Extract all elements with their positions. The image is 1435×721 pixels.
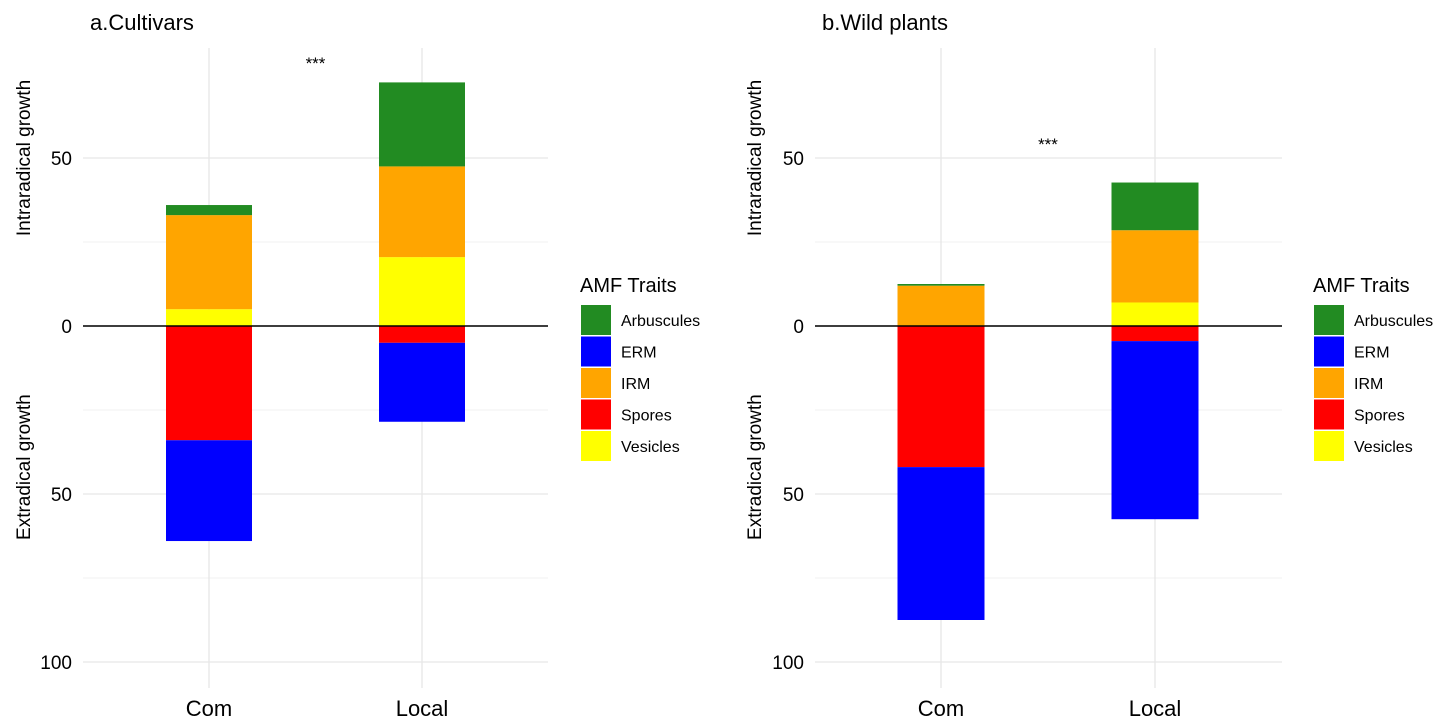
chart-title: a.Cultivars [90,10,194,35]
bar-segment-spores-com [897,326,985,468]
legend-title: AMF Traits [580,275,677,297]
y-axis-label-upper: Intraradical growth [745,80,766,236]
legend-label-arbuscules: Arbuscules [1354,313,1433,330]
y-axis-label-lower: Extradical growth [14,394,35,540]
significance-annotation: *** [306,54,326,73]
bar-segment-spores-local [379,326,465,343]
legend-swatch-vesicles [1314,431,1344,461]
bar-segment-irm-com [166,215,252,310]
bar-segment-irm-local [1111,230,1199,303]
bar-segment-vesicles-com [166,309,252,326]
bar-segment-erm-local [379,342,465,422]
bar-segment-arbuscules-local [379,82,465,167]
legend-swatch-spores [581,399,611,430]
significance-annotation: *** [1038,135,1058,154]
bar-segment-vesicles-local [379,257,465,326]
legend: AMF Traits Arbuscules ERM IRM Spores Vesicles [580,275,700,461]
y-tick-label: 50 [783,485,804,506]
y-tick-label: 50 [783,149,804,170]
bar-segment-erm-local [1111,341,1199,520]
legend: AMF Traits Arbuscules ERM IRM Spores Vesicles [1313,275,1433,461]
x-tick-label: Local [1129,696,1182,721]
bar-segment-irm-local [379,166,465,258]
legend-label-spores: Spores [621,408,672,425]
legend-swatch-spores [1314,399,1344,430]
y-tick-label: 100 [40,653,72,674]
bar-segment-spores-local [1111,326,1199,342]
x-tick-label: Com [186,696,232,721]
legend-swatch-erm [1314,336,1344,367]
legend-swatch-arbuscules [1314,305,1344,335]
y-axis-label-lower: Extradical growth [745,394,766,540]
bar-segment-arbuscules-local [1111,182,1199,231]
y-tick-label: 0 [793,317,804,338]
panel-b: 50 0 50 100 Com Local Intraradical growth Extra… [745,10,1433,721]
legend-swatch-irm [1314,368,1344,398]
panel-a: 50 0 50 100 Com Local Intraradical growth Extra… [14,10,700,721]
y-tick-label: 50 [51,149,72,170]
legend-label-arbuscules: Arbuscules [621,313,700,330]
legend-label-vesicles: Vesicles [1354,439,1413,456]
y-axis-label-upper: Intraradical growth [14,80,35,236]
x-tick-label: Local [396,696,449,721]
bar-segment-vesicles-local [1111,302,1199,326]
x-tick-label: Com [918,696,964,721]
legend-swatch-arbuscules [581,305,611,335]
legend-label-irm: IRM [621,376,650,393]
legend-label-erm: ERM [621,345,657,362]
bar-segment-arbuscules-com [897,284,985,286]
bar-segment-erm-com [897,467,985,620]
legend-label-vesicles: Vesicles [621,439,680,456]
bar-segment-erm-com [166,440,252,542]
legend-swatch-irm [581,368,611,398]
y-tick-label: 50 [51,485,72,506]
y-tick-label: 100 [772,653,804,674]
legend-title: AMF Traits [1313,275,1410,297]
legend-label-erm: ERM [1354,345,1390,362]
bar-segment-spores-com [166,326,252,441]
chart-title: b.Wild plants [822,10,948,35]
y-tick-label: 0 [61,317,72,338]
legend-swatch-erm [581,336,611,367]
bar-segment-arbuscules-com [166,205,252,216]
bar-segment-irm-com [897,285,985,326]
legend-label-irm: IRM [1354,376,1383,393]
legend-label-spores: Spores [1354,408,1405,425]
legend-swatch-vesicles [581,431,611,461]
